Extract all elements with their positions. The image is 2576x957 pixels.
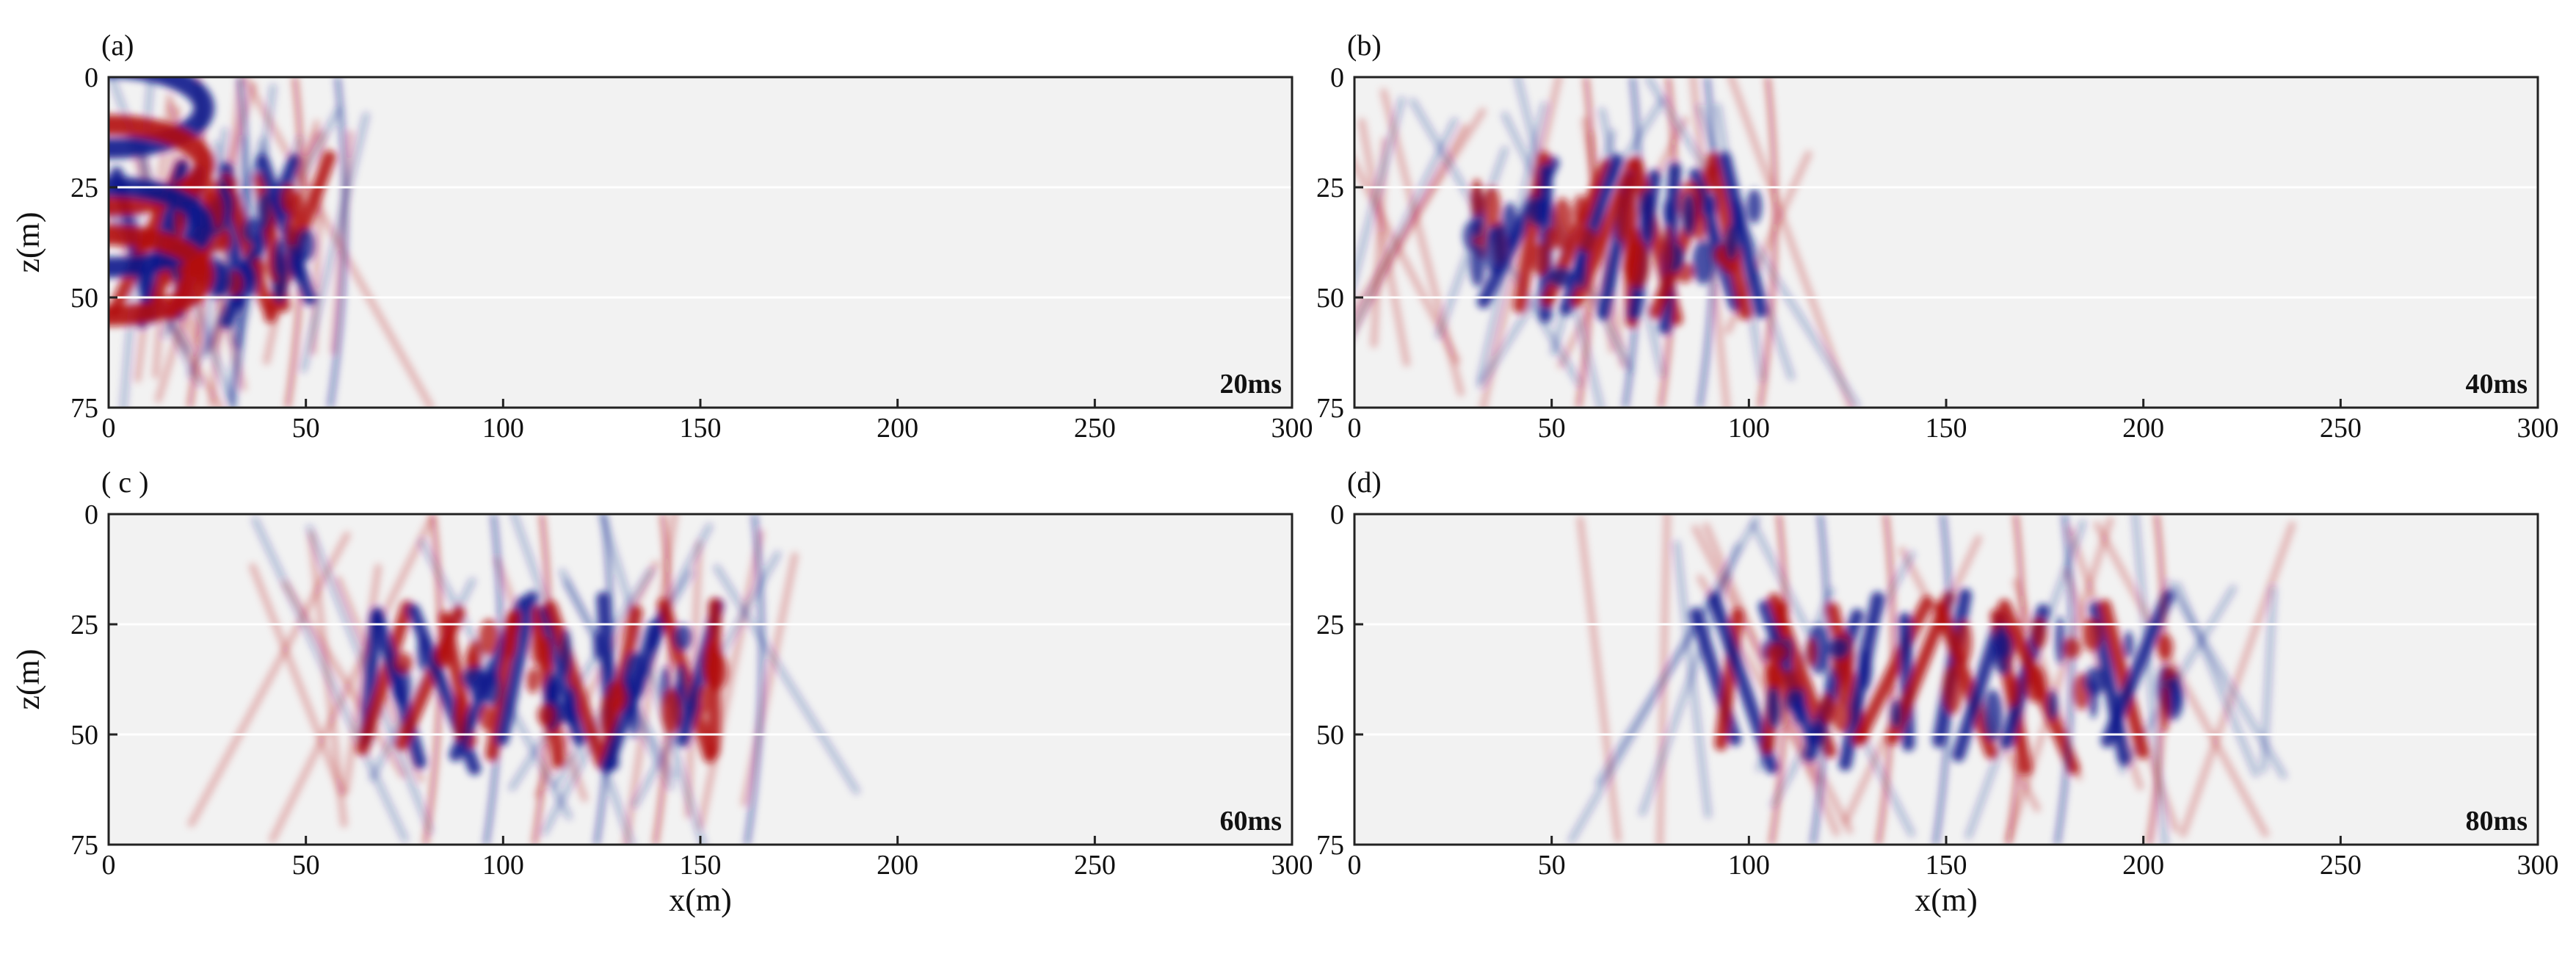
panel-3: 0 50 100 150 200 250 300 0 25 50 75 (d) 80ms x(m) — [1316, 466, 2559, 918]
x-tick-label: 100 — [1728, 850, 1770, 881]
x-tick-label: 300 — [2517, 413, 2559, 444]
wavefield — [187, 514, 860, 845]
panel-letter: (b) — [1347, 29, 1382, 62]
x-tick-label: 50 — [292, 413, 320, 444]
x-tick-label: 150 — [1926, 850, 1967, 881]
panel-1: 0 50 100 150 200 250 300 0 25 50 75 (b) 40ms — [1316, 29, 2559, 444]
x-tick-label: 0 — [102, 413, 116, 444]
y-tick-label: 75 — [1316, 393, 1344, 424]
wavefield — [109, 77, 435, 408]
x-tick-label: 50 — [1538, 850, 1566, 881]
x-tick-label: 0 — [1348, 413, 1362, 444]
y-tick-label: 50 — [1316, 720, 1344, 751]
y-tick-label: 25 — [70, 173, 98, 203]
time-label: 40ms — [2466, 369, 2528, 400]
y-tick-label: 75 — [70, 393, 98, 424]
y-axis-label: z(m) — [10, 212, 46, 272]
y-tick-label: 25 — [1316, 173, 1344, 203]
panel-letter: ( c ) — [101, 466, 148, 499]
y-tick-label: 25 — [70, 610, 98, 640]
x-tick-label: 250 — [2320, 850, 2362, 881]
x-tick-label: 200 — [2122, 413, 2164, 444]
x-tick-label: 300 — [1271, 413, 1313, 444]
y-tick-label: 75 — [1316, 830, 1344, 861]
x-tick-label: 200 — [877, 413, 918, 444]
panel-letter: (a) — [101, 29, 134, 62]
x-tick-label: 100 — [482, 413, 524, 444]
x-tick-label: 300 — [1271, 850, 1313, 881]
y-tick-label: 0 — [84, 499, 98, 530]
x-tick-label: 250 — [1074, 413, 1116, 444]
x-axis-label: x(m) — [669, 882, 732, 918]
panel-0: 0 50 100 150 200 250 300 0 25 50 75 (a) 20ms z(m) — [10, 29, 1313, 444]
x-tick-label: 150 — [680, 413, 722, 444]
x-tick-label: 300 — [2517, 850, 2559, 881]
x-tick-label: 150 — [1926, 413, 1967, 444]
time-label: 60ms — [1220, 806, 1282, 837]
wavefield — [1354, 77, 1861, 408]
time-label: 20ms — [1220, 369, 1282, 400]
y-tick-label: 25 — [1316, 610, 1344, 640]
x-tick-label: 100 — [482, 850, 524, 881]
x-tick-label: 0 — [102, 850, 116, 881]
time-label: 80ms — [2466, 806, 2528, 837]
y-tick-label: 50 — [70, 283, 98, 314]
x-tick-label: 50 — [292, 850, 320, 881]
x-tick-label: 150 — [680, 850, 722, 881]
y-tick-label: 0 — [1330, 499, 1344, 530]
y-tick-label: 50 — [70, 720, 98, 751]
x-tick-label: 200 — [877, 850, 918, 881]
x-tick-label: 250 — [1074, 850, 1116, 881]
panel-letter: (d) — [1347, 466, 1382, 499]
y-tick-label: 0 — [84, 62, 98, 93]
panel-2: 0 50 100 150 200 250 300 0 25 50 75 ( c ) 60ms z(m) x(… — [10, 466, 1313, 918]
y-tick-label: 75 — [70, 830, 98, 861]
x-tick-label: 200 — [2122, 850, 2164, 881]
x-tick-label: 250 — [2320, 413, 2362, 444]
x-axis-label: x(m) — [1915, 882, 1978, 918]
y-axis-label: z(m) — [10, 649, 46, 709]
y-tick-label: 50 — [1316, 283, 1344, 314]
y-tick-label: 0 — [1330, 62, 1344, 93]
x-tick-label: 0 — [1348, 850, 1362, 881]
x-tick-label: 100 — [1728, 413, 1770, 444]
x-tick-label: 50 — [1538, 413, 1566, 444]
